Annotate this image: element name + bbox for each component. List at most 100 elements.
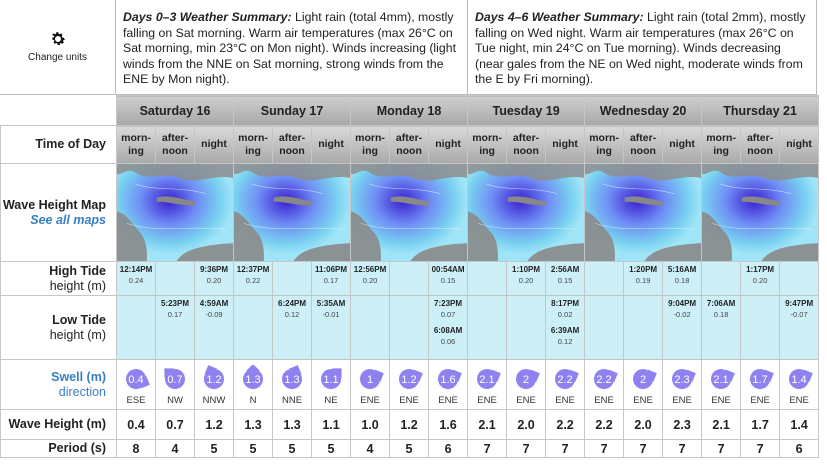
swell-cell: 2.2 ENE: [584, 359, 625, 410]
period-cell: 5: [311, 439, 352, 458]
swell-value: 2.2: [596, 374, 611, 386]
wave-height-cell: 1.1: [311, 409, 352, 440]
period-cell: 7: [506, 439, 547, 458]
swell-label: Swell (m) direction: [0, 359, 117, 410]
day-header: Tuesday 19: [467, 95, 586, 126]
wave-height-cell: 2.0: [506, 409, 547, 440]
high-tide-label: High Tide height (m): [0, 261, 117, 296]
high-tide-height: 0.19: [635, 276, 651, 285]
high-tide-cell: [155, 261, 195, 296]
summary-days-4-6: Days 4–6 Weather Summary: Light rain (to…: [468, 0, 817, 95]
high-tide-unit: height (m): [49, 278, 106, 293]
wave-map-image: [468, 164, 584, 261]
swell-value: 2.1: [479, 374, 494, 386]
time-of-day-cell: night: [779, 125, 820, 164]
swell-direction-icon: 2: [516, 369, 540, 389]
swell-direction: NNW: [202, 395, 226, 406]
wave-height-map[interactable]: [701, 163, 820, 262]
low-tide-height: 0.02: [557, 310, 573, 319]
high-tide-cell: [272, 261, 313, 296]
time-of-day-cell: after- noon: [155, 125, 195, 164]
low-tide-cell: [233, 295, 274, 360]
swell-title: Swell (m): [51, 369, 106, 384]
see-all-maps-link[interactable]: See all maps: [30, 212, 106, 227]
summary-title: Days 4–6 Weather Summary:: [475, 10, 644, 24]
wave-height-cell: 2.3: [662, 409, 703, 440]
wave-height-map[interactable]: [233, 163, 352, 262]
swell-value: 2.3: [674, 374, 689, 386]
high-tide-cell: 12:56PM 0.20: [350, 261, 391, 296]
swell-direction-icon: 2: [633, 369, 657, 389]
high-tide-time: 5:16AM: [667, 265, 697, 274]
time-of-day-cell: morn- ing: [584, 125, 625, 164]
swell-cell: 1.2 NNW: [193, 359, 235, 410]
change-units-button[interactable]: Change units: [0, 0, 116, 95]
period-cell: 7: [623, 439, 664, 458]
high-tide-height: 0.20: [206, 276, 222, 285]
swell-cell: 1.3 NNE: [272, 359, 313, 410]
wave-height-cell: 1.2: [389, 409, 430, 440]
summary-days-0-3: Days 0–3 Weather Summary: Light rain (to…: [116, 0, 468, 95]
swell-direction: ENE: [516, 395, 536, 406]
swell-row: Swell (m) direction 0.4 ESE 0.7 NW 1.2 NNW 1.3…: [0, 359, 820, 410]
wave-map-label: Wave Height Map See all maps: [0, 163, 117, 262]
low-tide-time: 7:06AM: [706, 299, 736, 308]
wave-height-row: Wave Height (m) 0.4 0.7 1.2 1.3 1.3 1.1 1.0 1.2…: [0, 409, 820, 440]
high-tide-cell: [467, 261, 508, 296]
swell-direction-icon: 1.6: [438, 369, 462, 389]
period-label: Period (s): [0, 439, 117, 458]
swell-cell: 2.3 ENE: [662, 359, 703, 410]
low-tide-cell: [506, 295, 547, 360]
swell-direction: ENE: [477, 395, 497, 406]
low-tide-cell: 5:35AM -0.01: [311, 295, 352, 360]
swell-direction-label: direction: [58, 384, 106, 399]
swell-cell: 1.4 ENE: [779, 359, 820, 410]
day-header: Wednesday 20: [584, 95, 703, 126]
day-header: Sunday 17: [233, 95, 352, 126]
swell-cell: 2.1 ENE: [467, 359, 508, 410]
swell-direction: ENE: [711, 395, 731, 406]
period-cell: 6: [428, 439, 469, 458]
wave-height-cell: 2.2: [584, 409, 625, 440]
day-header: Saturday 16: [115, 95, 235, 126]
high-tide-time: 1:20PM: [629, 265, 658, 274]
high-tide-cell: 00:54AM 0.15: [428, 261, 469, 296]
swell-cell: 0.7 NW: [155, 359, 195, 410]
swell-value: 1.7: [752, 374, 767, 386]
wave-height-map[interactable]: [350, 163, 469, 262]
time-of-day-cell: morn- ing: [350, 125, 391, 164]
wave-height-map[interactable]: [115, 163, 235, 262]
high-tide-cell: [701, 261, 742, 296]
swell-cell: 2 ENE: [623, 359, 664, 410]
high-tide-time: 12:14PM: [119, 265, 153, 274]
wave-height-map[interactable]: [584, 163, 703, 262]
summary-title: Days 0–3 Weather Summary:: [123, 10, 292, 24]
low-tide-height: 0.07: [440, 310, 456, 319]
low-tide-cell: 5:23PM 0.17: [155, 295, 195, 360]
swell-direction-icon: 1.1: [321, 368, 342, 389]
low-tide-cell: 9:04PM -0.02: [662, 295, 703, 360]
swell-direction: ESE: [126, 395, 146, 406]
swell-direction: ENE: [672, 395, 692, 406]
low-tide-height: -0.02: [673, 310, 691, 319]
high-tide-cell: 12:14PM 0.24: [116, 261, 156, 296]
gear-icon: [51, 32, 65, 45]
wave-map-row: Wave Height Map See all maps: [0, 163, 820, 262]
low-tide-cell: 6:24PM 0.12: [272, 295, 313, 360]
time-of-day-cell: night: [662, 125, 703, 164]
swell-value: 1.6: [440, 374, 455, 386]
summary-text: Light rain (total 2mm), mostly falling o…: [475, 10, 806, 87]
high-tide-time: 1:17PM: [746, 265, 775, 274]
high-tide-time: 12:56PM: [353, 265, 387, 274]
time-of-day-cell: after- noon: [623, 125, 664, 164]
low-tide-cell: [116, 295, 156, 360]
swell-value: 2: [640, 374, 646, 386]
wave-height-cell: 2.0: [623, 409, 664, 440]
wave-height-cell: 1.6: [428, 409, 469, 440]
period-cell: 7: [584, 439, 625, 458]
wave-height-map[interactable]: [467, 163, 586, 262]
low-tide-time: 6:08AM: [433, 326, 463, 335]
period-cell: 7: [740, 439, 781, 458]
swell-direction-icon: 2.3: [672, 369, 696, 389]
